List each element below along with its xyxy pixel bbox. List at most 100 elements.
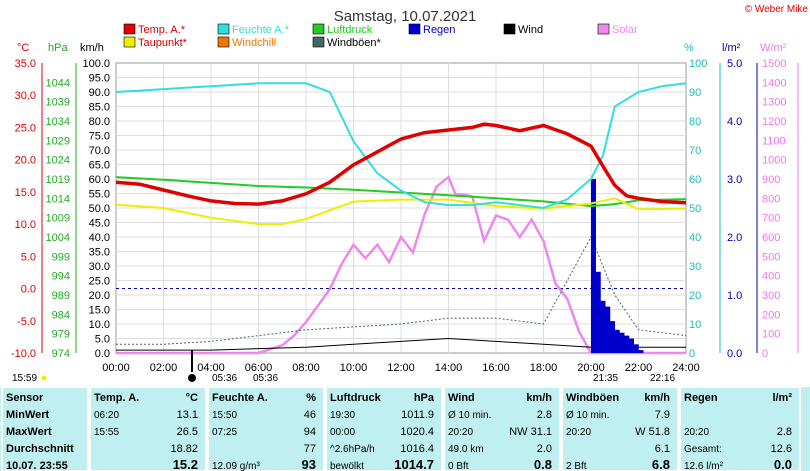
table-cell: 12.6 l/m² xyxy=(684,461,724,471)
table-cell-value: 1014.7 xyxy=(394,457,434,471)
humidity-tick-label: 10 xyxy=(689,319,701,331)
rain-tick-label: 2.0 xyxy=(727,232,742,244)
solar-tick-label: 300 xyxy=(762,290,780,302)
now-label: 15:59 xyxy=(12,373,37,384)
solar-tick-label: 1200 xyxy=(762,116,786,128)
rain-tick-label: 4.0 xyxy=(727,116,742,128)
legend-label: Regen xyxy=(423,24,455,36)
table-cell: 15:55 xyxy=(94,427,119,438)
table-cell: bewölkt xyxy=(330,461,364,471)
legend-label: Temp. A.* xyxy=(138,24,186,36)
pressure-tick-label: 994 xyxy=(52,271,70,283)
table-cell: 15:50 xyxy=(212,410,237,421)
table-column xyxy=(325,386,443,471)
rain-bar xyxy=(638,350,644,353)
legend-swatch xyxy=(217,23,230,35)
table-header: Temp. A. xyxy=(94,392,139,404)
table-row-label: 10.07. 23:55 xyxy=(6,460,68,471)
x-tick-label: 22:00 xyxy=(625,362,653,374)
table-column xyxy=(443,386,561,471)
table-header-unit: hPa xyxy=(414,392,435,404)
civil-sunrise-label: 05:36 xyxy=(253,373,278,384)
rain-bar xyxy=(591,179,596,353)
windgust-series xyxy=(116,235,687,345)
legend-label: Solar xyxy=(612,24,638,36)
table-row-label: MinWert xyxy=(6,409,50,421)
now-dot xyxy=(41,375,47,381)
humidity-tick-label: 50 xyxy=(689,203,701,215)
solar-tick-label: 700 xyxy=(762,213,780,225)
table-cell-value: 18.82 xyxy=(170,443,198,455)
table-cell: 06:20 xyxy=(94,410,119,421)
wind-tick-label: 55.0 xyxy=(89,189,110,201)
solar-tick-label: 1300 xyxy=(762,97,786,109)
legend-label: Wind xyxy=(518,24,543,36)
legend-swatch xyxy=(123,23,136,35)
x-tick-label: 08:00 xyxy=(292,362,320,374)
x-tick-label: 12:00 xyxy=(387,362,415,374)
sunset-label: 21:35 xyxy=(593,373,618,384)
legend-label: Windchill xyxy=(232,37,276,49)
humidity-tick-label: 80 xyxy=(689,116,701,128)
table-cell: 00:00 xyxy=(330,427,355,438)
solar-tick-label: 500 xyxy=(762,251,780,263)
table-background xyxy=(0,387,810,471)
humidity-tick-label: 40 xyxy=(689,232,701,244)
temp-tick-label: 25.0 xyxy=(15,122,36,134)
table-header: Regen xyxy=(684,392,718,404)
moon-icon xyxy=(188,374,196,382)
temp-tick-label: 10.0 xyxy=(15,219,36,231)
legend-label: Windböen* xyxy=(327,37,382,49)
pressure-tick-label: 1039 xyxy=(46,97,70,109)
wind-tick-label: 50.0 xyxy=(89,203,110,215)
table-cell-value: 46 xyxy=(304,409,316,421)
wind-tick-label: 45.0 xyxy=(89,218,110,230)
table-cell-value: 7.9 xyxy=(655,409,670,421)
humidity-tick-label: 70 xyxy=(689,145,701,157)
x-tick-label: 04:00 xyxy=(197,362,225,374)
wind-tick-label: 80.0 xyxy=(89,116,110,128)
table-cell-value: 0.0 xyxy=(774,457,792,471)
pressure-tick-label: 1014 xyxy=(46,193,70,205)
dewpoint-series xyxy=(115,197,687,226)
rain-unit-label: l/m² xyxy=(722,42,741,54)
table-row-label: Durchschnitt xyxy=(6,443,74,455)
table-column xyxy=(207,386,325,471)
humidity-tick-label: 20 xyxy=(689,290,701,302)
humidity-unit-label: % xyxy=(684,42,694,54)
table-cell: 0 Bft xyxy=(448,461,469,471)
table-header: Wind xyxy=(448,392,475,404)
wind-tick-label: 25.0 xyxy=(89,276,110,288)
table-cell-value: 93 xyxy=(302,457,316,471)
wind-tick-label: 75.0 xyxy=(89,131,110,143)
pressure-tick-label: 979 xyxy=(52,329,70,341)
wind-tick-label: 10.0 xyxy=(89,319,110,331)
table-cell: 2 Bft xyxy=(566,461,587,471)
x-tick-label: 18:00 xyxy=(530,362,558,374)
table-header: Windböen xyxy=(566,392,619,404)
solar-tick-label: 400 xyxy=(762,271,780,283)
rain-tick-label: 5.0 xyxy=(727,58,742,70)
x-tick-label: 06:00 xyxy=(245,362,273,374)
table-cell: 07:25 xyxy=(212,427,237,438)
pressure-unit-label: hPa xyxy=(48,42,68,54)
rain-bar xyxy=(595,271,601,353)
table-column xyxy=(561,386,679,471)
pressure-series xyxy=(115,176,687,208)
table-cell-value: 6.8 xyxy=(652,457,670,471)
table-header-unit: l/m² xyxy=(772,392,792,404)
x-tick-label: 02:00 xyxy=(150,362,178,374)
x-tick-label: 16:00 xyxy=(482,362,510,374)
wind-tick-label: 70.0 xyxy=(89,145,110,157)
table-cell-value: 12.6 xyxy=(771,443,792,455)
pressure-tick-label: 984 xyxy=(52,309,70,321)
legend-label: Taupunkt* xyxy=(138,37,188,49)
pressure-tick-label: 1009 xyxy=(46,213,70,225)
table-header-unit: °C xyxy=(186,392,198,404)
pressure-tick-label: 1029 xyxy=(46,135,70,147)
temp-unit-label: °C xyxy=(17,42,29,54)
x-tick-label: 24:00 xyxy=(672,362,700,374)
solar-tick-label: 1500 xyxy=(762,58,786,70)
